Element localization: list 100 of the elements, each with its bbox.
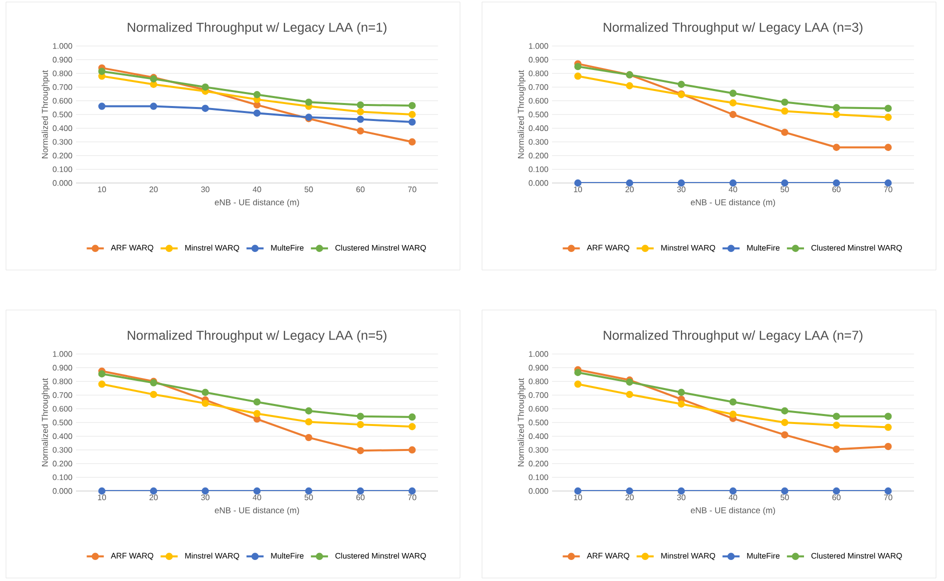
legend-label: Minstrel WARQ [185,244,240,252]
legend-label: ARF WARQ [586,552,630,560]
x-tick-label: 30 [201,186,210,192]
legend-label: ARF WARQ [586,244,630,252]
y-tick-label: 0.900 [528,56,548,63]
legend-label: MulteFire [747,244,780,251]
y-tick-label: 0.000 [52,180,72,186]
chart-title: Normalized Throughput w/ Legacy LAA (n=7) [604,330,862,342]
y-tick-label: 0.800 [528,70,548,76]
legend-label: Minstrel WARQ [661,552,716,560]
chart-title: Normalized Throughput w/ Legacy LAA (n=1) [128,22,386,34]
y-tick-label: 0.500 [528,420,548,426]
y-tick-label: 0.100 [528,474,548,480]
x-tick-label: 70 [884,186,892,192]
legend-label: MulteFire [747,552,780,559]
x-tick-label: 70 [408,494,416,500]
y-tick-label: 0.700 [528,84,548,90]
y-tick-label: 0.600 [528,98,548,104]
x-tick-label: 60 [832,494,841,500]
y-tick-label: 0.400 [528,433,548,440]
y-tick-label: 0.200 [528,152,548,158]
x-axis-title: eNB - UE distance (m) [690,199,775,207]
chart-title: Normalized Throughput w/ Legacy LAA (n=3) [604,22,862,34]
x-tick-label: 50 [304,186,313,192]
x-axis-title: eNB - UE distance (m) [690,507,775,515]
y-tick-label: 1.000 [529,43,548,49]
y-tick-label: 0.300 [52,139,72,145]
y-axis-title: Normalized Throughput [42,378,50,466]
x-tick-label: 20 [626,186,634,192]
x-tick-label: 60 [832,186,841,192]
y-tick-label: 0.800 [528,378,548,384]
y-tick-label: 0.500 [52,112,72,118]
y-tick-label: 0.400 [52,125,72,132]
y-tick-label: 0.100 [528,166,548,172]
y-tick-label: 0.000 [528,180,548,186]
y-tick-label: 0.900 [52,364,72,371]
y-tick-label: 0.700 [528,392,548,398]
y-tick-label: 0.300 [528,139,548,145]
y-axis-title: Normalized Throughput [518,378,526,466]
x-axis-title: eNB - UE distance (m) [214,199,299,207]
y-tick-label: 0.200 [528,460,548,466]
y-tick-label: 0.500 [528,112,548,118]
y-tick-label: 0.000 [52,488,72,494]
y-tick-label: 1.000 [53,351,72,357]
y-tick-label: 0.700 [52,392,72,398]
x-tick-label: 30 [201,494,210,500]
y-tick-label: 1.000 [53,43,72,49]
y-tick-label: 0.100 [52,474,72,480]
legend-label: Clustered Minstrel WARQ [811,552,902,560]
x-tick-label: 50 [780,494,789,500]
x-tick-label: 70 [408,186,416,192]
legend-label: Minstrel WARQ [661,244,716,252]
legend-label: Clustered Minstrel WARQ [811,244,902,252]
x-tick-label: 50 [304,494,313,500]
chart-title: Normalized Throughput w/ Legacy LAA (n=5) [128,330,386,342]
y-tick-label: 0.900 [52,56,72,63]
x-tick-label: 20 [150,186,158,192]
x-tick-label: 40 [252,494,262,500]
x-tick-label: 10 [574,494,582,500]
y-tick-label: 0.700 [52,84,72,90]
x-tick-label: 40 [728,494,738,500]
y-tick-label: 0.400 [528,125,548,132]
legend-label: Minstrel WARQ [185,552,240,560]
x-tick-label: 10 [574,186,582,192]
y-tick-label: 0.200 [52,152,72,158]
x-tick-label: 30 [677,494,686,500]
x-axis-title: eNB - UE distance (m) [214,507,299,515]
x-tick-label: 20 [626,494,634,500]
x-tick-label: 10 [98,186,106,192]
legend-label: ARF WARQ [110,244,154,252]
y-tick-label: 0.300 [52,447,72,453]
legend-label: Clustered Minstrel WARQ [335,244,426,252]
x-tick-label: 40 [252,186,262,192]
y-axis-title: Normalized Throughput [42,70,50,158]
y-tick-label: 0.900 [528,364,548,371]
legend-label: Clustered Minstrel WARQ [335,552,426,560]
y-tick-label: 0.300 [528,447,548,453]
y-tick-label: 0.800 [52,378,72,384]
y-tick-label: 0.800 [52,70,72,76]
legend-label: MulteFire [271,244,304,251]
y-tick-label: 1.000 [529,351,548,357]
y-tick-label: 0.600 [52,98,72,104]
x-tick-label: 40 [728,186,738,192]
legend-label: MulteFire [271,552,304,559]
x-tick-label: 60 [356,186,365,192]
y-axis-title: Normalized Throughput [518,70,526,158]
y-tick-label: 0.100 [52,166,72,172]
y-tick-label: 0.000 [528,488,548,494]
y-tick-label: 0.400 [52,433,72,440]
y-tick-label: 0.200 [52,460,72,466]
x-tick-label: 20 [150,494,158,500]
x-tick-label: 70 [884,494,892,500]
y-tick-label: 0.500 [52,420,72,426]
x-tick-label: 30 [677,186,686,192]
x-tick-label: 10 [98,494,106,500]
x-tick-label: 50 [780,186,789,192]
x-tick-label: 60 [356,494,365,500]
y-tick-label: 0.600 [528,406,548,412]
legend-label: ARF WARQ [110,552,154,560]
y-tick-label: 0.600 [52,406,72,412]
